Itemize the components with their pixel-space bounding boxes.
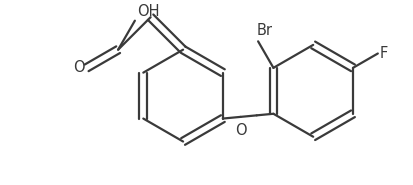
Text: Br: Br — [256, 23, 271, 38]
Text: O: O — [234, 123, 246, 138]
Text: OH: OH — [136, 4, 159, 19]
Text: F: F — [379, 46, 387, 61]
Text: O: O — [73, 60, 85, 75]
